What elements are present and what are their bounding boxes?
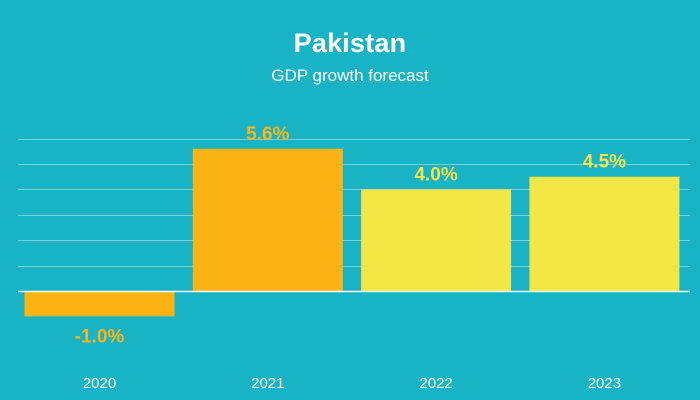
bar-2022 bbox=[361, 189, 512, 291]
x-tick-label-2023: 2023 bbox=[588, 375, 621, 392]
data-label-2021: 5.6% bbox=[246, 124, 289, 145]
data-label-2020: -1.0% bbox=[75, 326, 125, 347]
bar-2020 bbox=[24, 291, 175, 317]
chart-subtitle: GDP growth forecast bbox=[271, 66, 429, 85]
x-tick-label-2021: 2021 bbox=[251, 375, 284, 392]
bar-2023 bbox=[529, 176, 680, 291]
bar-2021 bbox=[192, 148, 343, 291]
chart-title: Pakistan bbox=[293, 28, 407, 58]
x-tick-label-2020: 2020 bbox=[83, 375, 116, 392]
x-tick-label-2022: 2022 bbox=[419, 375, 452, 392]
data-label-2022: 4.0% bbox=[414, 164, 457, 185]
data-label-2023: 4.5% bbox=[583, 152, 626, 173]
